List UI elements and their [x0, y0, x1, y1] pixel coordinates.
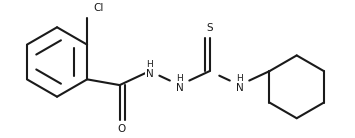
Text: N: N [236, 83, 244, 93]
Text: N: N [146, 69, 153, 79]
Text: H: H [176, 74, 183, 83]
Text: H: H [236, 74, 243, 83]
Text: S: S [206, 23, 213, 33]
Text: N: N [176, 83, 184, 93]
Text: O: O [117, 124, 125, 134]
Text: Cl: Cl [94, 3, 104, 13]
Text: H: H [146, 60, 153, 69]
